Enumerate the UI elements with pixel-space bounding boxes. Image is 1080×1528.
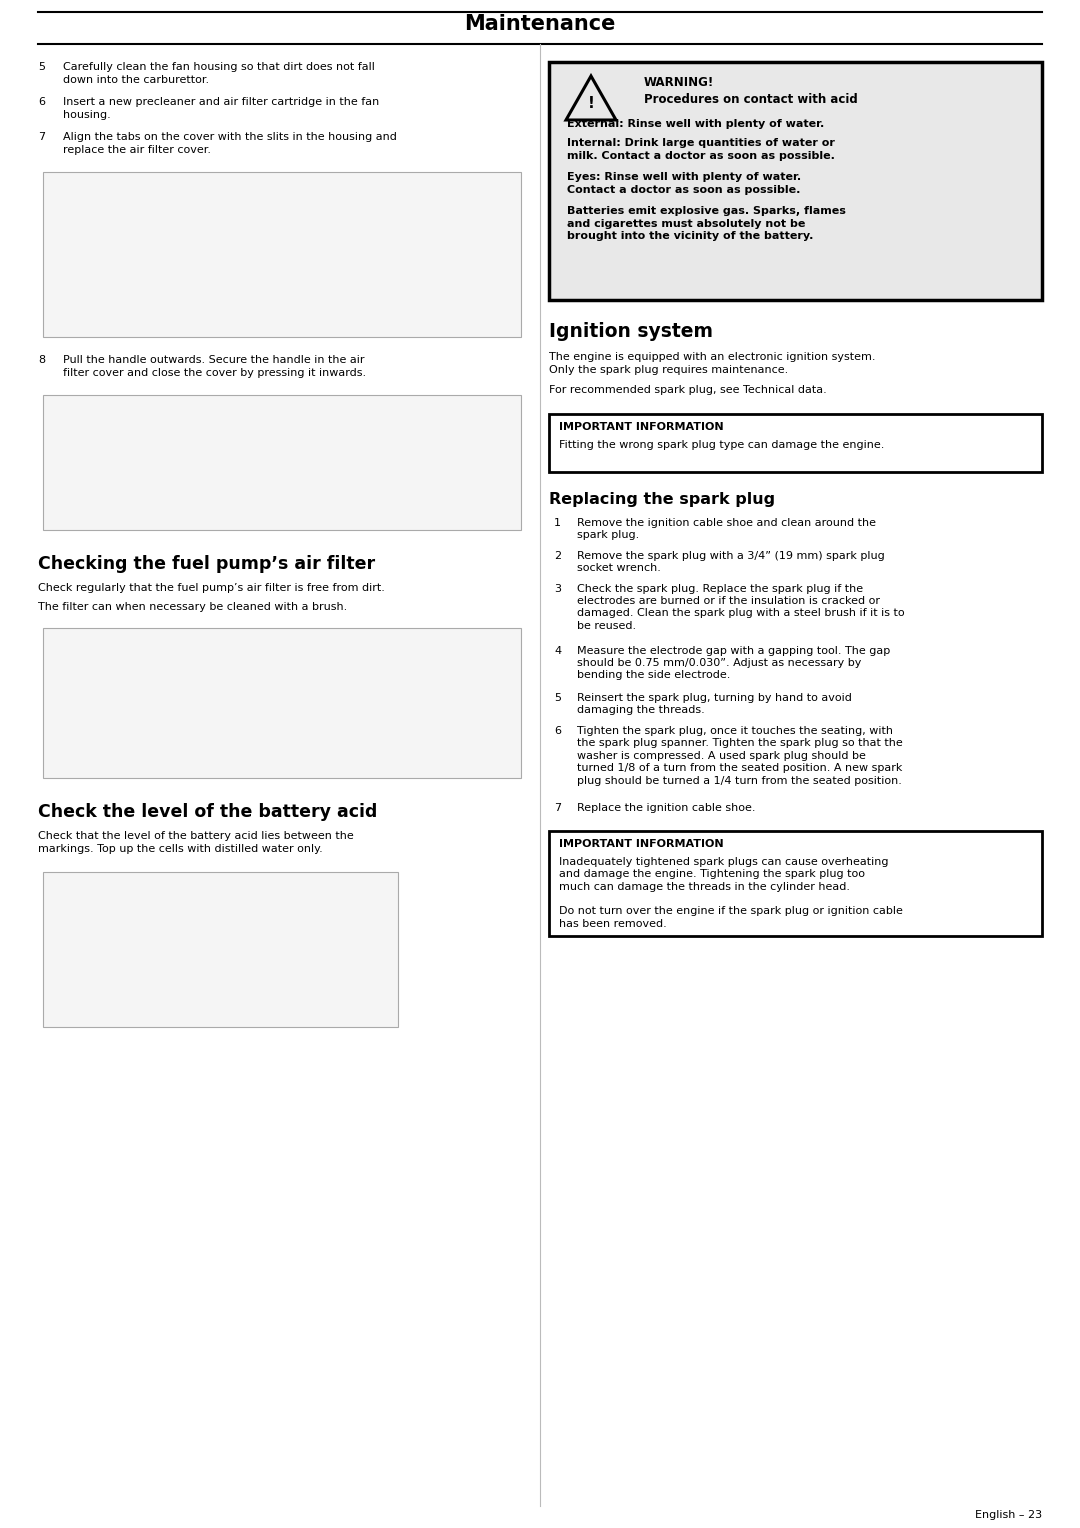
Text: Do not turn over the engine if the spark plug or ignition cable
has been removed: Do not turn over the engine if the spark… [559, 906, 903, 929]
Bar [43, 173, 521, 338]
Text: Replace the ignition cable shoe.: Replace the ignition cable shoe. [577, 802, 756, 813]
Text: Eyes: Rinse well with plenty of water.
Contact a doctor as soon as possible.: Eyes: Rinse well with plenty of water. C… [567, 173, 801, 196]
Text: Procedures on contact with acid: Procedures on contact with acid [644, 93, 858, 105]
Text: Check regularly that the fuel pump’s air filter is free from dirt.: Check regularly that the fuel pump’s air… [38, 584, 384, 593]
Text: The engine is equipped with an electronic ignition system.
Only the spark plug r: The engine is equipped with an electroni… [549, 351, 876, 374]
Text: Inadequately tightened spark plugs can cause overheating
and damage the engine. : Inadequately tightened spark plugs can c… [559, 857, 889, 892]
Text: 5: 5 [38, 63, 45, 72]
Text: Remove the ignition cable shoe and clean around the
spark plug.: Remove the ignition cable shoe and clean… [577, 518, 876, 539]
Text: Check that the level of the battery acid lies between the
markings. Top up the c: Check that the level of the battery acid… [38, 831, 354, 854]
Text: Replacing the spark plug: Replacing the spark plug [549, 492, 775, 506]
Text: Maintenance: Maintenance [464, 14, 616, 34]
Bar [43, 872, 397, 1027]
Text: Check the spark plug. Replace the spark plug if the
electrodes are burned or if : Check the spark plug. Replace the spark … [577, 584, 905, 631]
Bar [43, 396, 521, 530]
Bar [549, 831, 1042, 935]
Text: Reinsert the spark plug, turning by hand to avoid
damaging the threads.: Reinsert the spark plug, turning by hand… [577, 694, 852, 715]
Text: 2: 2 [554, 550, 562, 561]
Text: Fitting the wrong spark plug type can damage the engine.: Fitting the wrong spark plug type can da… [559, 440, 885, 449]
Text: WARNING!: WARNING! [644, 76, 714, 89]
Text: 3: 3 [554, 584, 561, 593]
Text: 8: 8 [38, 354, 45, 365]
Text: Measure the electrode gap with a gapping tool. The gap
should be 0.75 mm/0.030”.: Measure the electrode gap with a gapping… [577, 645, 890, 680]
Text: Remove the spark plug with a 3/4” (19 mm) spark plug
socket wrench.: Remove the spark plug with a 3/4” (19 mm… [577, 550, 885, 573]
Text: 4: 4 [554, 645, 562, 656]
Bar [43, 628, 521, 778]
Text: Ignition system: Ignition system [549, 322, 713, 341]
Text: 6: 6 [554, 726, 561, 736]
Text: The filter can when necessary be cleaned with a brush.: The filter can when necessary be cleaned… [38, 602, 348, 611]
Text: 7: 7 [38, 131, 45, 142]
Text: Checking the fuel pump’s air filter: Checking the fuel pump’s air filter [38, 555, 375, 573]
Text: 6: 6 [38, 96, 45, 107]
Text: 5: 5 [554, 694, 561, 703]
Text: Carefully clean the fan housing so that dirt does not fall
down into the carbure: Carefully clean the fan housing so that … [63, 63, 375, 84]
Text: IMPORTANT INFORMATION: IMPORTANT INFORMATION [559, 422, 724, 431]
Text: Tighten the spark plug, once it touches the seating, with
the spark plug spanner: Tighten the spark plug, once it touches … [577, 726, 903, 785]
Text: English – 23: English – 23 [975, 1510, 1042, 1520]
Text: Check the level of the battery acid: Check the level of the battery acid [38, 804, 377, 821]
Text: Pull the handle outwards. Secure the handle in the air
filter cover and close th: Pull the handle outwards. Secure the han… [63, 354, 366, 377]
Bar [549, 63, 1042, 299]
Text: Align the tabs on the cover with the slits in the housing and
replace the air fi: Align the tabs on the cover with the sli… [63, 131, 396, 154]
Text: 7: 7 [554, 802, 562, 813]
Text: IMPORTANT INFORMATION: IMPORTANT INFORMATION [559, 839, 724, 850]
Text: External: Rinse well with plenty of water.: External: Rinse well with plenty of wate… [567, 119, 824, 128]
Text: Batteries emit explosive gas. Sparks, flames
and cigarettes must absolutely not : Batteries emit explosive gas. Sparks, fl… [567, 206, 846, 241]
Text: Internal: Drink large quantities of water or
milk. Contact a doctor as soon as p: Internal: Drink large quantities of wate… [567, 139, 835, 160]
Text: Insert a new precleaner and air filter cartridge in the fan
housing.: Insert a new precleaner and air filter c… [63, 96, 379, 119]
Text: 1: 1 [554, 518, 561, 527]
Bar [549, 414, 1042, 472]
Text: !: ! [588, 96, 594, 110]
Text: For recommended spark plug, see Technical data.: For recommended spark plug, see Technica… [549, 385, 827, 396]
